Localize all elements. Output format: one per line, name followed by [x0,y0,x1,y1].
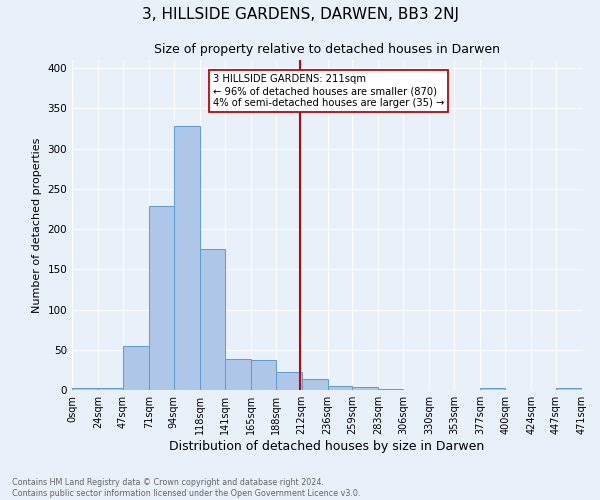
Bar [251,360,275,390]
Bar [556,388,582,390]
Text: 3, HILLSIDE GARDENS, DARWEN, BB3 2NJ: 3, HILLSIDE GARDENS, DARWEN, BB3 2NJ [142,8,458,22]
Text: 3 HILLSIDE GARDENS: 211sqm
← 96% of detached houses are smaller (870)
4% of semi: 3 HILLSIDE GARDENS: 211sqm ← 96% of deta… [213,74,444,108]
Bar [149,206,174,390]
Y-axis label: Number of detached properties: Number of detached properties [32,138,42,312]
X-axis label: Distribution of detached houses by size in Darwen: Distribution of detached houses by size … [169,440,485,453]
Bar [302,378,328,390]
Bar [98,388,123,390]
Title: Size of property relative to detached houses in Darwen: Size of property relative to detached ho… [154,43,500,56]
Bar [72,388,98,390]
Bar [379,389,403,390]
Bar [123,346,149,390]
Bar [200,249,224,390]
Bar [224,360,251,390]
Text: Contains HM Land Registry data © Crown copyright and database right 2024.
Contai: Contains HM Land Registry data © Crown c… [12,478,361,498]
Bar [275,372,302,390]
Bar [352,387,379,390]
Bar [480,388,505,390]
Bar [174,126,200,390]
Bar [328,386,352,390]
